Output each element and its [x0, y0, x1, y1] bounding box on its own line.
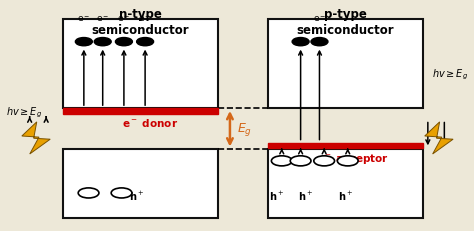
Bar — [63, 20, 218, 109]
Text: h$^+$: h$^+$ — [269, 189, 285, 202]
Circle shape — [137, 38, 154, 47]
Circle shape — [311, 38, 328, 47]
Bar — [268, 143, 423, 149]
Text: e$^-$: e$^-$ — [77, 15, 91, 24]
Text: e$^-$ acceptor: e$^-$ acceptor — [316, 151, 389, 165]
Circle shape — [337, 156, 358, 166]
Circle shape — [94, 38, 111, 47]
Text: h$^+$: h$^+$ — [338, 189, 353, 202]
Polygon shape — [425, 122, 453, 154]
Text: h$^+$: h$^+$ — [128, 189, 144, 202]
Text: h$^+$: h$^+$ — [298, 189, 313, 202]
Bar — [63, 150, 218, 218]
Bar — [268, 150, 423, 218]
Circle shape — [116, 38, 132, 47]
Text: e$^-$: e$^-$ — [96, 15, 109, 24]
Circle shape — [290, 156, 311, 166]
Text: $hv \geq E_g$: $hv \geq E_g$ — [432, 67, 468, 82]
Text: e$^-$: e$^-$ — [138, 15, 152, 24]
Text: e$^-$: e$^-$ — [313, 15, 326, 24]
Circle shape — [292, 38, 309, 47]
Bar — [63, 109, 218, 114]
Circle shape — [78, 188, 99, 198]
Text: n-type
semiconductor: n-type semiconductor — [91, 8, 189, 37]
Text: e$^-$: e$^-$ — [117, 15, 131, 24]
Polygon shape — [22, 122, 50, 154]
Text: $E_g$: $E_g$ — [237, 121, 252, 138]
Circle shape — [75, 38, 92, 47]
Circle shape — [272, 156, 292, 166]
Circle shape — [314, 156, 335, 166]
Text: p-type
semiconductor: p-type semiconductor — [297, 8, 394, 37]
Bar — [268, 20, 423, 109]
Circle shape — [111, 188, 132, 198]
Text: $hv \geq E_g$: $hv \geq E_g$ — [6, 105, 42, 119]
Text: e$^-$ donor: e$^-$ donor — [122, 117, 178, 129]
